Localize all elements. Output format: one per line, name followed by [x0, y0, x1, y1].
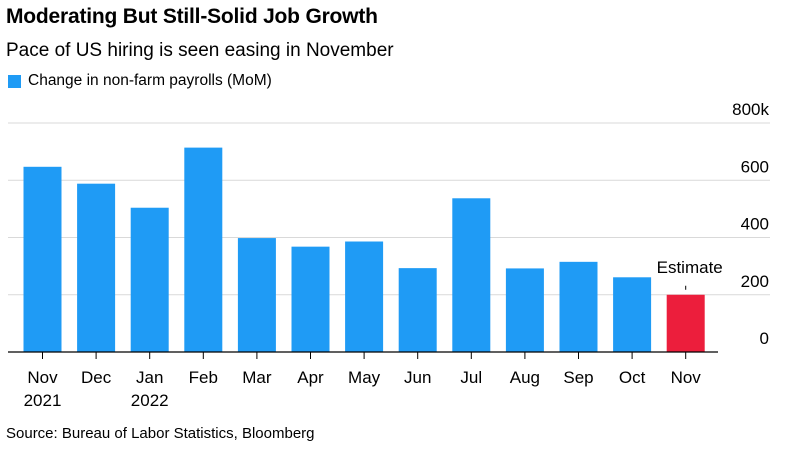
bar — [613, 277, 652, 352]
x-tick-sublabel: 2021 — [24, 391, 62, 410]
x-tick-label: Oct — [619, 368, 646, 387]
chart-subtitle: Pace of US hiring is seen easing in Nove… — [6, 40, 394, 61]
bar — [452, 198, 491, 352]
x-tick-label: Jan — [136, 368, 163, 387]
legend: Change in non-farm payrolls (MoM) — [8, 72, 272, 90]
x-tick-sublabel: 2022 — [131, 391, 169, 410]
y-tick-label: 400 — [741, 215, 769, 234]
x-tick-label: Jul — [460, 368, 482, 387]
x-tick-label: May — [348, 368, 381, 387]
bar — [77, 183, 116, 352]
x-tick-label: Sep — [563, 368, 593, 387]
y-tick-label: 800k — [732, 100, 769, 119]
x-tick-label: Feb — [189, 368, 218, 387]
bar-estimate — [666, 294, 705, 352]
legend-label: Change in non-farm payrolls (MoM) — [28, 72, 272, 89]
bar — [505, 268, 544, 352]
bar — [130, 207, 169, 352]
bar — [559, 261, 598, 352]
bar — [23, 166, 62, 352]
x-tick-label: Jun — [404, 368, 431, 387]
bar — [184, 147, 223, 352]
x-tick-label: Mar — [242, 368, 272, 387]
x-tick-label: Nov — [671, 368, 702, 387]
legend-swatch — [8, 74, 21, 88]
x-tick-label: Apr — [297, 368, 324, 387]
x-tick-label: Aug — [510, 368, 540, 387]
bar — [345, 241, 384, 352]
bar — [291, 246, 330, 352]
chart-title: Moderating But Still-Solid Job Growth — [6, 5, 378, 28]
source-note: Source: Bureau of Labor Statistics, Bloo… — [6, 425, 315, 442]
bar — [237, 238, 276, 352]
x-tick-label: Nov — [27, 368, 58, 387]
x-tick-label: Dec — [81, 368, 112, 387]
estimate-label: Estimate — [657, 258, 723, 277]
y-tick-label: 200 — [741, 272, 769, 291]
y-tick-label: 600 — [741, 157, 769, 176]
y-tick-label: 0 — [760, 329, 769, 348]
bar — [398, 268, 437, 352]
